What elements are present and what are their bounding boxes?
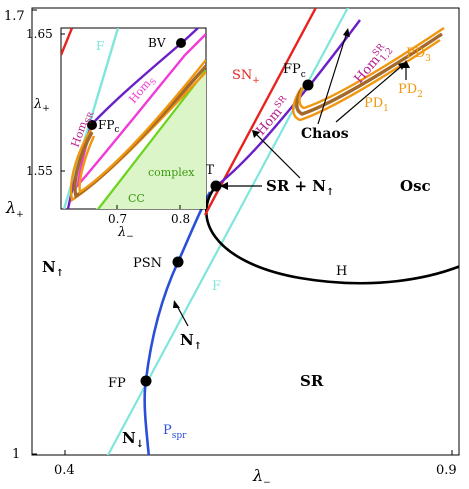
psn-label: PSN xyxy=(133,256,162,271)
pd2-curve xyxy=(295,32,443,116)
region-n-down-label: N↓ xyxy=(122,429,144,450)
x-axis-title: λ− xyxy=(252,466,271,488)
inset-x-tick-label-1: 0.7 xyxy=(108,212,127,226)
inset-sn-curve xyxy=(61,28,74,56)
region-chaos-label: Chaos xyxy=(301,126,349,142)
pd3-curve xyxy=(298,27,445,110)
inset-y-axis-title: λ+ xyxy=(33,97,50,114)
pd3-curve-label: PD3 xyxy=(406,46,431,64)
region-sr-label: SR xyxy=(300,372,324,390)
sr-n-arrowhead xyxy=(220,182,228,190)
chaos-arrow-1 xyxy=(317,31,348,125)
p-spr-curve xyxy=(143,191,212,455)
region-n-up-label: N↑ xyxy=(42,258,64,279)
pd1-curve xyxy=(292,39,441,122)
fp-c-label: FPc xyxy=(283,62,306,80)
inset-pd-band-inner xyxy=(78,59,206,194)
y-tick-label-2: 1.7 xyxy=(4,9,25,24)
h-curve xyxy=(205,185,459,285)
f-curve-label: F xyxy=(212,279,221,294)
pd2-arrowhead xyxy=(402,60,410,68)
region-osc-label: Osc xyxy=(400,177,431,195)
fp-c-point xyxy=(302,79,314,91)
x-tick-label-1: 0.4 xyxy=(54,463,75,478)
inset-x-axis-title: λ− xyxy=(117,225,134,242)
bt-point xyxy=(210,180,222,192)
pd1-curve-label: PD1 xyxy=(364,96,389,114)
inset-fp-c-label: FPc xyxy=(98,118,119,135)
x-tick-label-2: 0.9 xyxy=(436,463,457,478)
p-spr-curve-label: Pspr xyxy=(163,423,187,441)
chaos-arrow-2 xyxy=(335,63,405,123)
h-curve-label: H xyxy=(336,264,347,279)
y-axis-title: λ+ xyxy=(5,198,24,220)
inset-bv-label: BV xyxy=(148,36,166,50)
sn-plus-curve-label: SN+ xyxy=(232,68,260,86)
y-tick-label-1: 1 xyxy=(12,447,20,462)
chaos-to-sr-arrow xyxy=(253,131,301,179)
chaos-arrowhead-1 xyxy=(343,28,350,37)
chaos-to-sr-arrowhead xyxy=(252,130,260,138)
fp-label: FP xyxy=(108,376,126,391)
inset-complex-label: complex xyxy=(148,166,195,179)
f-curve xyxy=(106,8,349,455)
inset-panel: 0.7 0.8 1.55 1.65 λ− λ+ F BV FPc HomSR H… xyxy=(26,27,207,242)
fp-point xyxy=(140,375,152,387)
inset-cc-label: CC xyxy=(128,192,145,205)
pd2-curve-label: PD2 xyxy=(398,82,423,100)
region-n-up-lower-label: N↑ xyxy=(180,331,202,352)
region-sr-n-up-label: SR + N↑ xyxy=(266,177,334,198)
inset-bv-point xyxy=(176,38,186,48)
inset-y-tick-label-2: 1.65 xyxy=(26,27,53,41)
inset-fp-c-point xyxy=(87,120,97,130)
n-up-arrowhead xyxy=(173,300,180,308)
psn-point xyxy=(172,256,184,268)
inset-y-tick-label-1: 1.55 xyxy=(26,164,53,178)
inset-cc-curve xyxy=(96,69,206,209)
inset-x-tick-label-2: 0.8 xyxy=(171,212,190,226)
inset-f-label: F xyxy=(96,39,104,53)
